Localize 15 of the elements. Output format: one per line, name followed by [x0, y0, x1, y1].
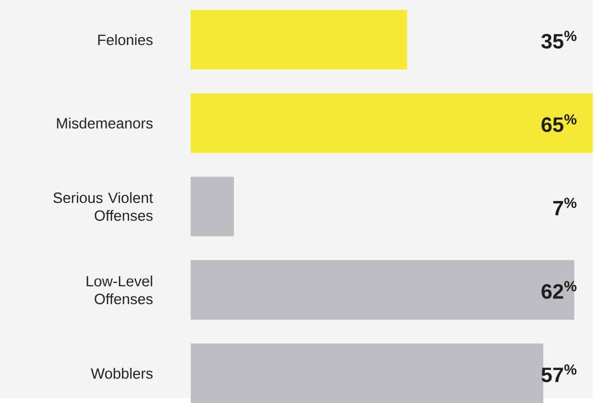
data-label: 35$^{%}$	[541, 30, 576, 49]
data-label: 65$^{%}$	[542, 114, 576, 132]
bar	[190, 343, 544, 403]
data-label: 57$^{%}$	[541, 364, 576, 382]
bar	[190, 93, 593, 153]
bar	[190, 260, 574, 320]
y-tick-label: Felonies	[98, 34, 153, 46]
y-tick-label: Serious Violent Offenses	[53, 192, 154, 221]
y-tick-label: Low-Level Offenses	[86, 276, 153, 304]
data-label: 7$^{%}$	[553, 198, 576, 216]
bar	[190, 176, 234, 236]
y-tick-label: Wobblers	[90, 368, 153, 379]
bar	[190, 10, 408, 70]
data-label: 62$^{%}$	[542, 280, 576, 299]
y-tick-label: Misdemeanors	[57, 118, 153, 128]
